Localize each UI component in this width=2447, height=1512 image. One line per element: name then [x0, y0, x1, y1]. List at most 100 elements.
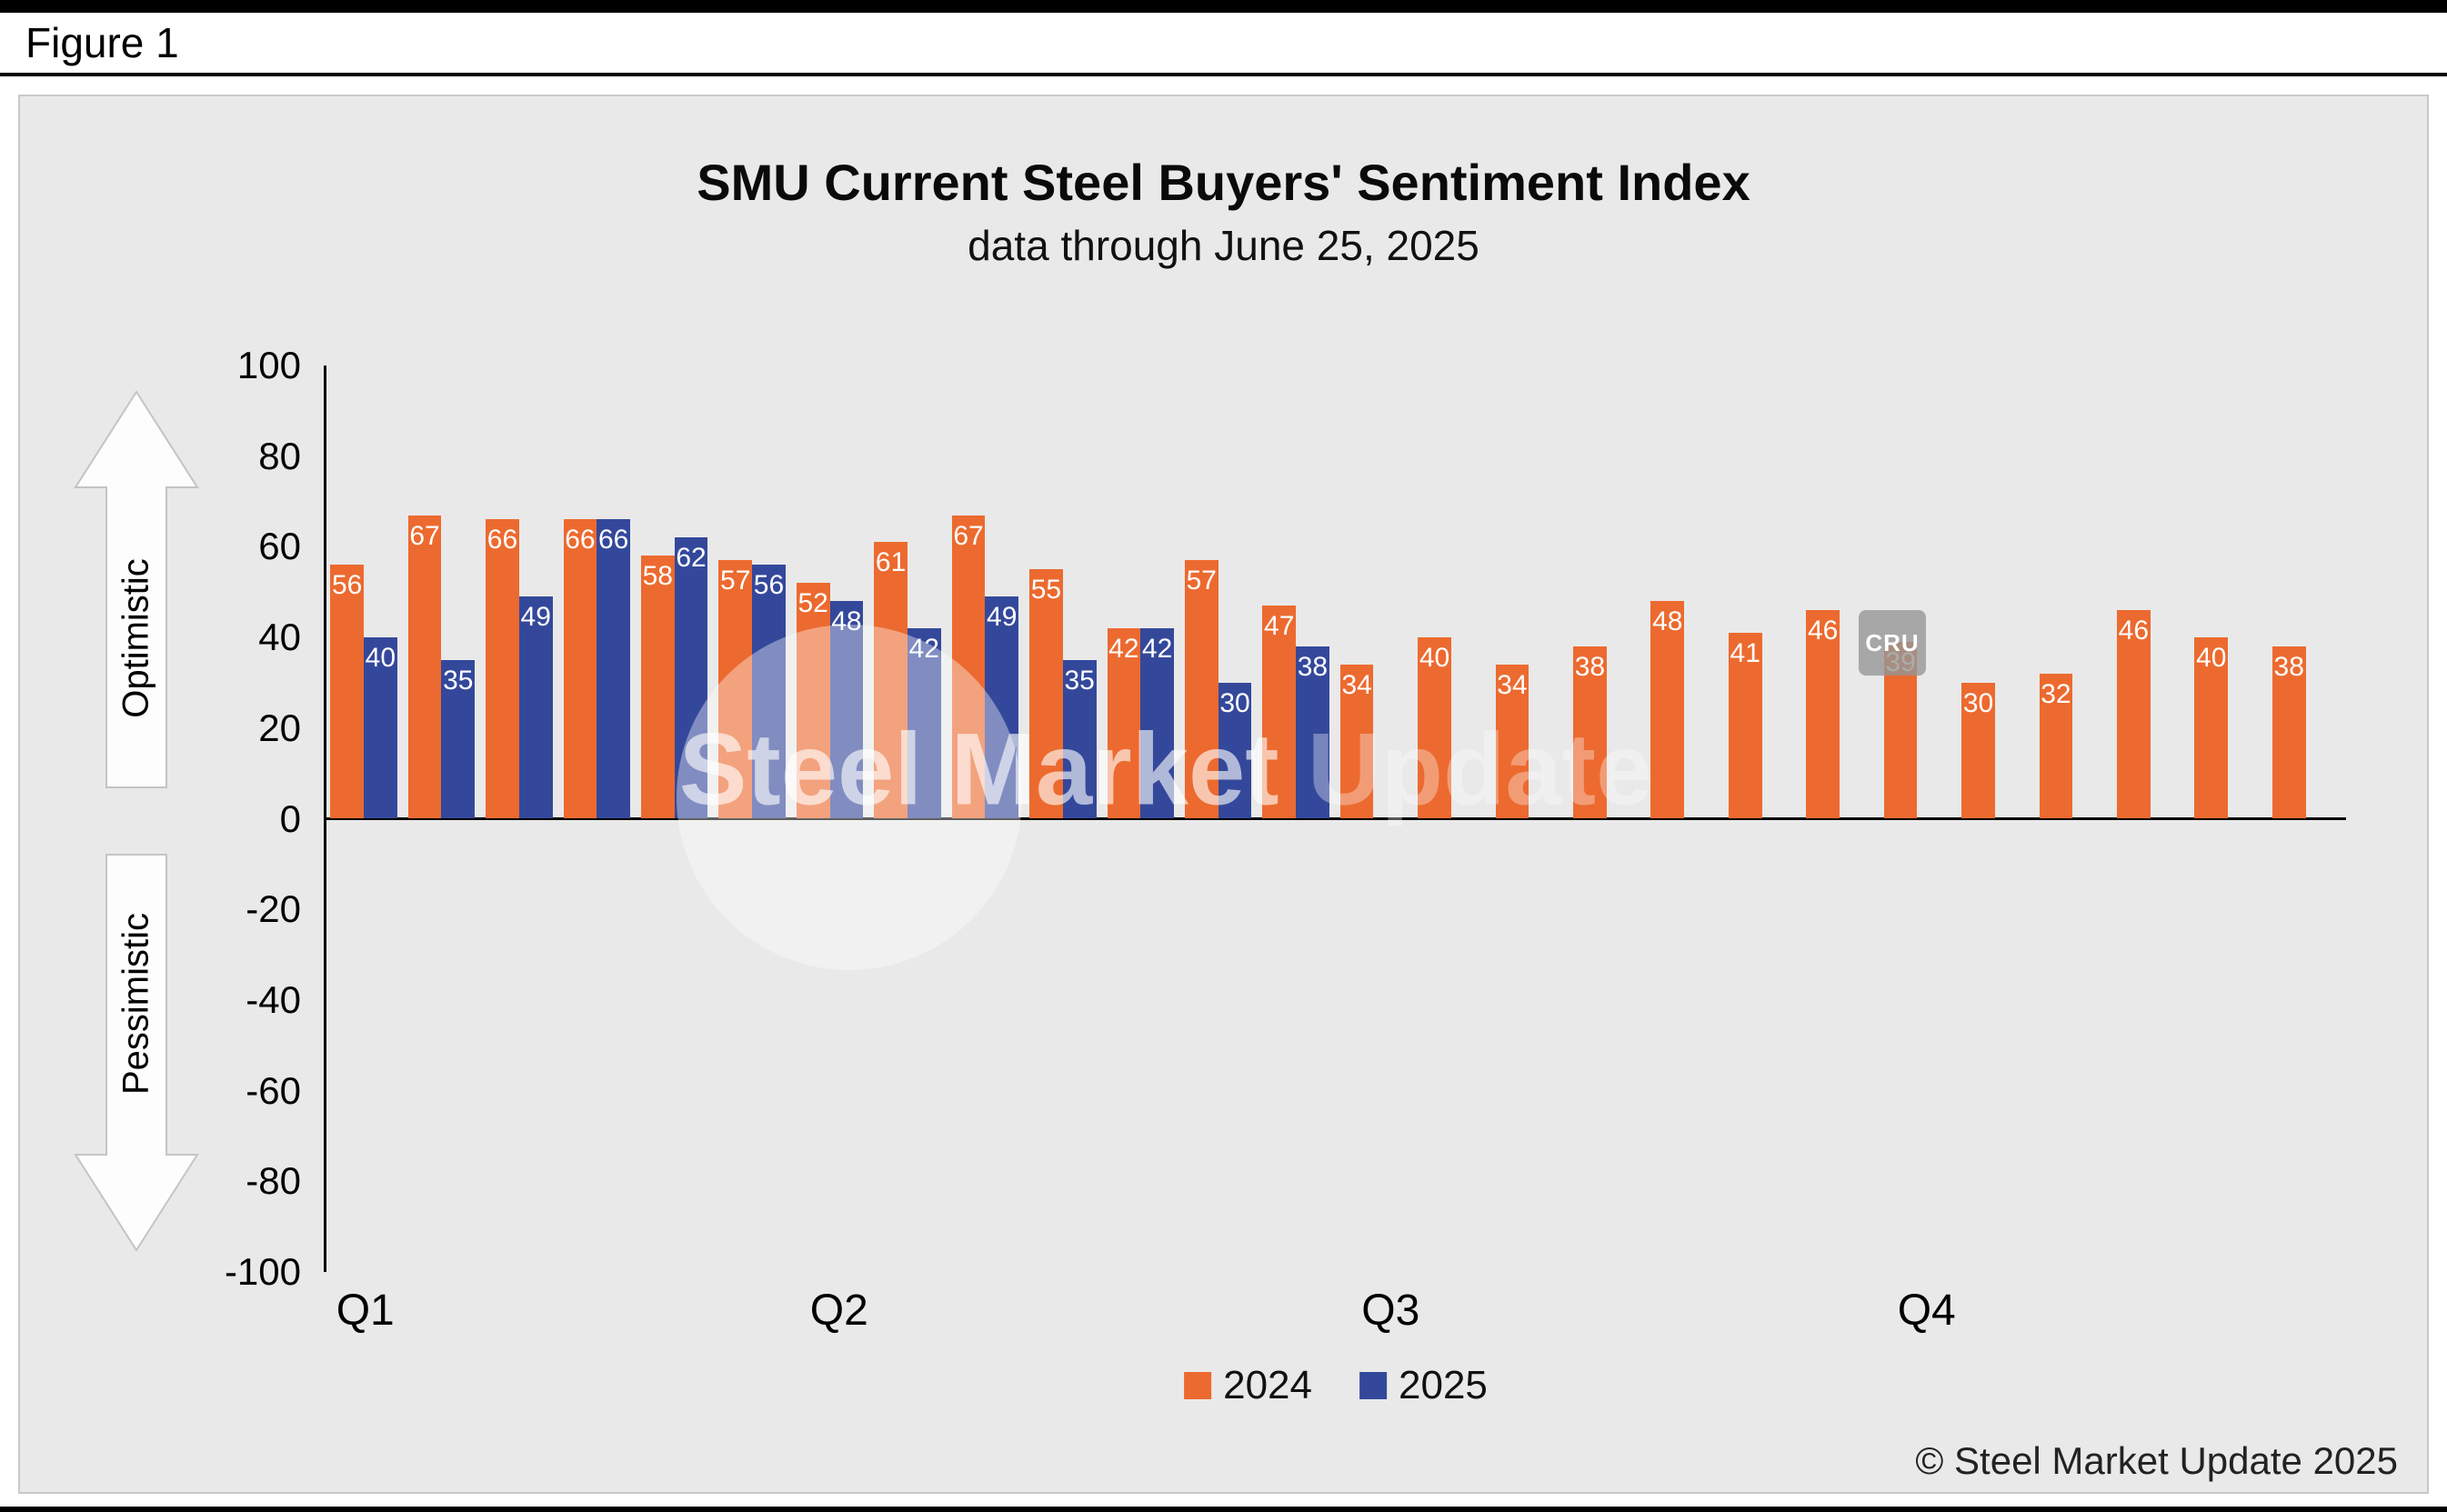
- bar-2025: [674, 537, 708, 819]
- bar-2025: [1062, 660, 1097, 819]
- pessimistic-label: Pessimistic: [115, 912, 156, 1096]
- bar-value-label: 35: [1064, 666, 1095, 696]
- chart-title: SMU Current Steel Buyers' Sentiment Inde…: [697, 154, 1750, 211]
- bar-value-label: 49: [987, 602, 1018, 633]
- legend-item-2025: 2025: [1359, 1363, 1488, 1408]
- bar-value-label: 46: [1807, 616, 1839, 646]
- copyright: © Steel Market Update 2025: [1915, 1439, 2398, 1482]
- legend-swatch-2024: [1184, 1372, 1212, 1399]
- bar-value-label: 66: [486, 525, 518, 556]
- figure-header: Figure 1: [0, 13, 2447, 76]
- y-axis-tick-label: 20: [258, 706, 301, 749]
- bar-2024: [718, 560, 753, 819]
- bar-value-label: 66: [565, 525, 596, 556]
- bar-2024: [1728, 633, 1762, 819]
- bar-value-label: 67: [409, 520, 440, 551]
- legend-swatch-2025: [1359, 1372, 1387, 1399]
- bar-value-label: 62: [676, 543, 707, 574]
- bar-2024: [1184, 560, 1218, 819]
- bar-value-label: 42: [1141, 634, 1173, 665]
- optimistic-arrow-icon: [73, 389, 200, 790]
- x-axis-tick-label-q3: Q3: [1361, 1287, 1420, 1335]
- legend-label: 2025: [1399, 1363, 1488, 1407]
- bar-2024: [1029, 569, 1063, 819]
- bar-2025: [1296, 646, 1329, 819]
- bar-2024: [1806, 610, 1840, 819]
- legend-item-2024: 2024: [1184, 1363, 1312, 1408]
- legend-label: 2024: [1223, 1363, 1312, 1407]
- bottom-border-bar: [0, 1507, 2447, 1512]
- chart-panel: SMU Current Steel Buyers' Sentiment Inde…: [18, 95, 2429, 1494]
- bar-2024: [330, 565, 364, 819]
- bar-value-label: 40: [2196, 643, 2227, 674]
- chart-subtitle: data through June 25, 2025: [968, 222, 1479, 269]
- top-border-bar: [0, 0, 2447, 13]
- y-axis-tick-label: -60: [246, 1068, 301, 1112]
- bar-2025: [597, 519, 630, 819]
- bar-value-label: 48: [1652, 606, 1683, 637]
- bar-value-label: 32: [2041, 678, 2071, 709]
- bar-2025: [752, 565, 786, 819]
- bar-2025: [364, 637, 397, 819]
- bar-value-label: 47: [1264, 611, 1295, 642]
- bar-value-label: 58: [642, 561, 673, 592]
- bar-2024: [1573, 646, 1607, 819]
- bar-2025: [907, 628, 941, 819]
- bar-value-label: 42: [908, 634, 939, 665]
- bar-2024: [1107, 628, 1141, 819]
- bar-2024: [2194, 637, 2229, 819]
- bar-2024: [486, 519, 519, 819]
- bar-value-label: 52: [797, 588, 828, 619]
- bar-2024: [796, 583, 830, 819]
- bar-value-label: 30: [1219, 687, 1250, 718]
- bar-value-label: 56: [331, 570, 363, 601]
- bar-2024: [874, 542, 908, 819]
- bar-2024: [1262, 606, 1297, 819]
- y-axis-tick-label: 40: [258, 616, 301, 659]
- x-axis-tick-label-q2: Q2: [809, 1287, 868, 1335]
- optimistic-label: Optimistic: [115, 558, 156, 718]
- bar-2024: [1418, 637, 1451, 819]
- bar-value-label: 49: [520, 602, 551, 633]
- bar-value-label: 56: [753, 570, 785, 601]
- bar-value-label: 55: [1030, 575, 1062, 606]
- y-axis-tick-label: -40: [246, 977, 301, 1021]
- bar-2024: [640, 556, 675, 819]
- figure-label: Figure 1: [25, 19, 179, 66]
- x-axis-tick-label-q4: Q4: [1897, 1287, 1956, 1335]
- bar-2025: [1140, 628, 1174, 819]
- zero-baseline: [324, 817, 2346, 820]
- pessimistic-arrow-icon: [73, 852, 200, 1253]
- bar-value-label: 39: [1885, 647, 1916, 678]
- bar-2025: [518, 596, 553, 819]
- y-axis-tick-label: 60: [258, 525, 301, 568]
- bar-value-label: 46: [2118, 616, 2150, 646]
- bar-value-label: 34: [1497, 670, 1528, 700]
- bar-value-label: 38: [1574, 652, 1606, 683]
- bar-2024: [1650, 601, 1685, 819]
- bar-2024: [2039, 673, 2073, 819]
- bar-2025: [1218, 682, 1252, 819]
- bar-2025: [829, 601, 864, 819]
- bar-value-label: 40: [1419, 643, 1450, 674]
- plot-area: 100 80 60 40 20 0 -20 -40 -60 -80 -100 56 67 66 66 58 57…: [225, 344, 2346, 1335]
- bar-value-label: 48: [831, 606, 862, 637]
- bar-2024: [2117, 610, 2151, 819]
- bar-value-label: 30: [1962, 687, 1994, 718]
- bar-value-label: 42: [1108, 634, 1139, 665]
- bar-2024: [2271, 646, 2306, 819]
- y-axis-tick-label: -20: [246, 887, 301, 931]
- bar-value-label: 57: [1186, 566, 1217, 596]
- bar-value-label: 35: [443, 666, 474, 696]
- bar-2024: [563, 519, 597, 819]
- y-axis-tick-label: -80: [246, 1159, 301, 1203]
- bar-value-label: 67: [953, 520, 984, 551]
- bar-value-label: 41: [1730, 638, 1760, 669]
- y-axis-tick-label: 80: [258, 434, 301, 477]
- bar-2025: [441, 660, 476, 819]
- legend: 2024 2025: [1184, 1363, 1488, 1408]
- bar-2024: [951, 515, 986, 819]
- y-axis-tick-label: 0: [279, 796, 301, 840]
- bar-2024: [1961, 682, 1995, 819]
